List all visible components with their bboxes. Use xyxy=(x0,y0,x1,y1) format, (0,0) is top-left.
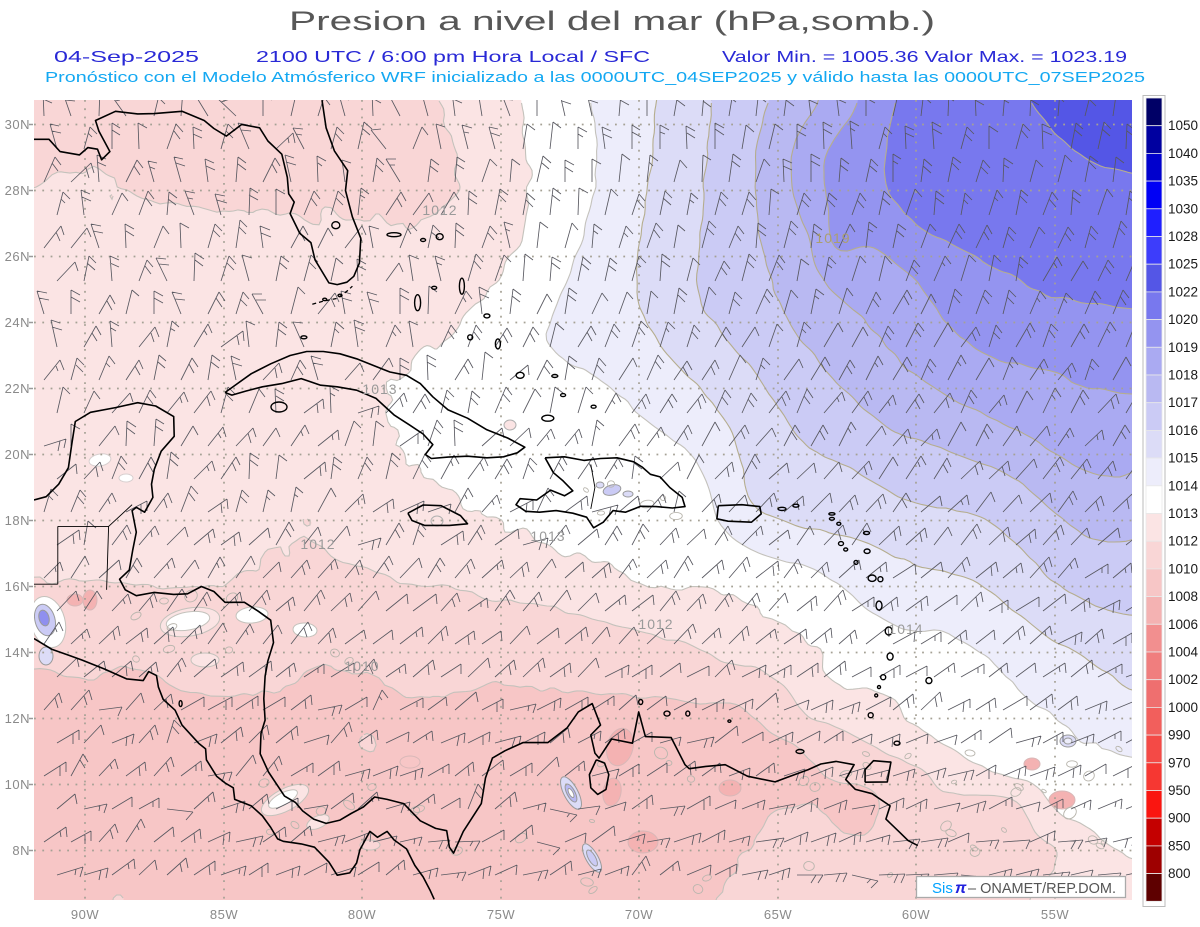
svg-text:Pronóstico con el Modelo Atmós: Pronóstico con el Modelo Atmósferico WRF… xyxy=(45,69,1145,86)
svg-text:Valor Min. = 1005.36 Valor Ma: Valor Min. = 1005.36 Valor Max. = 1023.1… xyxy=(722,49,1127,66)
svg-text:1022: 1022 xyxy=(1168,284,1198,299)
svg-text:1014: 1014 xyxy=(1168,478,1199,493)
svg-text:26N: 26N xyxy=(5,249,30,264)
svg-text:1016: 1016 xyxy=(1168,423,1198,438)
svg-text:1012: 1012 xyxy=(300,536,335,552)
svg-text:85W: 85W xyxy=(210,907,238,922)
svg-text:04-Sep-2025: 04-Sep-2025 xyxy=(54,49,199,66)
svg-text:80W: 80W xyxy=(348,907,376,922)
svg-text:– ONAMET/REP.DOM.: – ONAMET/REP.DOM. xyxy=(968,881,1116,897)
svg-text:60W: 60W xyxy=(902,907,930,922)
svg-text:1050: 1050 xyxy=(1168,118,1198,133)
svg-text:1019: 1019 xyxy=(815,230,850,246)
svg-text:π: π xyxy=(955,880,967,897)
svg-text:1035: 1035 xyxy=(1168,174,1198,189)
svg-text:12N: 12N xyxy=(5,711,30,726)
svg-text:55W: 55W xyxy=(1041,907,1069,922)
svg-text:70W: 70W xyxy=(625,907,653,922)
svg-text:1000: 1000 xyxy=(1168,700,1198,715)
svg-text:1012: 1012 xyxy=(422,202,457,218)
svg-text:1008: 1008 xyxy=(1168,589,1198,604)
svg-text:1013: 1013 xyxy=(362,381,397,397)
svg-text:10N: 10N xyxy=(5,777,30,792)
svg-text:1019: 1019 xyxy=(1168,340,1198,355)
svg-text:65W: 65W xyxy=(764,907,792,922)
svg-text:990: 990 xyxy=(1168,728,1191,743)
svg-text:1002: 1002 xyxy=(1168,672,1198,687)
svg-text:1025: 1025 xyxy=(1168,257,1198,272)
svg-text:1018: 1018 xyxy=(1168,368,1198,383)
svg-text:8N: 8N xyxy=(12,843,30,858)
svg-text:18N: 18N xyxy=(5,513,30,528)
svg-text:1006: 1006 xyxy=(1168,617,1198,632)
svg-text:75W: 75W xyxy=(487,907,515,922)
svg-text:90W: 90W xyxy=(71,907,99,922)
svg-text:16N: 16N xyxy=(5,579,30,594)
svg-text:Sis: Sis xyxy=(932,880,953,897)
svg-text:2100 UTC / 6:00 pm Hora Local: 2100 UTC / 6:00 pm Hora Local / SFC xyxy=(256,49,650,66)
svg-text:1015: 1015 xyxy=(1168,451,1198,466)
svg-text:24N: 24N xyxy=(5,315,30,330)
svg-text:14N: 14N xyxy=(5,645,30,660)
svg-text:1014: 1014 xyxy=(888,621,923,637)
svg-text:1010: 1010 xyxy=(1168,561,1198,576)
svg-text:1020: 1020 xyxy=(1168,312,1198,327)
svg-text:1040: 1040 xyxy=(1168,146,1198,161)
svg-text:Presion a nivel del mar (hPa,s: Presion a nivel del mar (hPa,somb.) xyxy=(289,6,935,36)
svg-text:1013: 1013 xyxy=(1168,506,1198,521)
svg-text:1013: 1013 xyxy=(530,528,565,544)
svg-text:1012: 1012 xyxy=(638,616,673,632)
svg-text:850: 850 xyxy=(1168,838,1191,853)
svg-text:1030: 1030 xyxy=(1168,201,1198,216)
svg-text:800: 800 xyxy=(1168,866,1191,881)
svg-text:1012: 1012 xyxy=(1168,534,1198,549)
svg-text:900: 900 xyxy=(1168,811,1191,826)
svg-text:1004: 1004 xyxy=(1168,645,1199,660)
svg-text:1017: 1017 xyxy=(1168,395,1198,410)
svg-text:20N: 20N xyxy=(5,447,30,462)
svg-text:950: 950 xyxy=(1168,783,1191,798)
svg-text:22N: 22N xyxy=(5,381,30,396)
svg-text:1010: 1010 xyxy=(344,658,379,674)
svg-text:970: 970 xyxy=(1168,755,1191,770)
svg-text:30N: 30N xyxy=(5,117,30,132)
svg-text:1028: 1028 xyxy=(1168,229,1198,244)
svg-text:28N: 28N xyxy=(5,183,30,198)
